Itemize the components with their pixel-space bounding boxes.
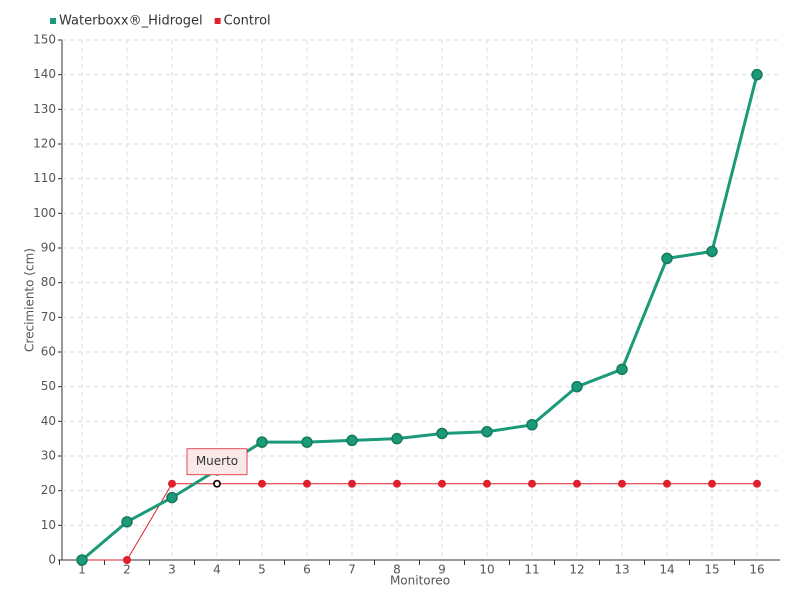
data-point: [706, 245, 718, 258]
data-point: [528, 479, 536, 488]
y-tick-label: 110: [33, 171, 56, 185]
y-tick-label: 100: [33, 206, 56, 220]
y-tick-label: 60: [41, 345, 56, 359]
data-point: [346, 434, 358, 447]
x-axis-label: Monitoreo: [390, 574, 450, 588]
x-tick-label: 16: [749, 563, 764, 577]
data-point: [166, 491, 178, 504]
y-tick-label: 80: [41, 275, 56, 289]
tooltip-box: [186, 448, 248, 476]
x-tick-label: 11: [524, 563, 539, 577]
data-point: [438, 479, 446, 488]
y-tick-label: 0: [48, 553, 56, 567]
data-point: [618, 479, 626, 488]
x-tick-label: 12: [569, 563, 584, 577]
data-point: [123, 556, 131, 564]
highlight-point: [213, 479, 221, 488]
data-point: [436, 427, 448, 440]
y-tick-label: 120: [33, 137, 56, 151]
data-point: [303, 479, 311, 488]
data-point: [753, 479, 761, 488]
legend-label: Control: [224, 14, 271, 29]
data-point: [76, 554, 88, 566]
data-point: [573, 479, 581, 488]
data-point: [483, 479, 491, 488]
x-tick-label: 7: [348, 563, 356, 577]
annotation: Muerto: [196, 454, 238, 468]
series-line: [81, 74, 759, 562]
data-point: [348, 479, 356, 488]
data-point: [708, 479, 716, 488]
x-tick-label: 8: [393, 563, 401, 577]
data-point: [393, 479, 401, 488]
data-point: [616, 363, 628, 376]
x-tick-label: 14: [659, 563, 674, 577]
data-point: [258, 479, 266, 488]
legend-marker: [214, 18, 221, 24]
data-point: [661, 252, 673, 265]
data-point: [571, 380, 583, 393]
x-tick-label: 4: [213, 563, 221, 577]
y-tick-label: 150: [33, 33, 56, 47]
y-tick-label: 50: [41, 379, 56, 393]
y-tick-label: 70: [41, 310, 56, 324]
data-point: [751, 68, 763, 81]
y-tick-label: 140: [33, 67, 56, 81]
y-tick-label: 30: [41, 449, 56, 463]
y-axis-label: Crecimiento (cm): [23, 248, 37, 352]
x-tick-label: 13: [614, 563, 629, 577]
data-point: [526, 419, 538, 431]
y-tick-label: 20: [41, 483, 56, 497]
x-tick-label: 2: [123, 563, 131, 577]
y-tick-label: 130: [33, 102, 56, 116]
x-tick-label: 3: [168, 563, 176, 577]
y-tick-label: 10: [41, 518, 56, 532]
data-point: [168, 479, 176, 488]
legend-label: Waterboxx®_Hidrogel: [59, 14, 203, 29]
x-tick-label: 9: [438, 563, 446, 577]
data-point: [481, 425, 493, 438]
y-tick-label: 90: [41, 241, 56, 255]
data-point: [391, 432, 403, 445]
tooltip: Muerto: [186, 448, 248, 476]
series-line: [82, 483, 757, 561]
x-tick-label: 1: [78, 563, 86, 577]
data-point: [301, 436, 313, 448]
data-point: [121, 516, 133, 528]
data-point: [256, 436, 268, 448]
y-tick-label: 40: [41, 414, 56, 428]
x-tick-label: 5: [258, 563, 266, 577]
x-tick-label: 10: [479, 563, 494, 577]
legend-marker: [50, 18, 56, 24]
x-tick-label: 6: [303, 563, 311, 577]
data-point: [663, 479, 671, 488]
x-tick-label: 15: [704, 563, 719, 577]
